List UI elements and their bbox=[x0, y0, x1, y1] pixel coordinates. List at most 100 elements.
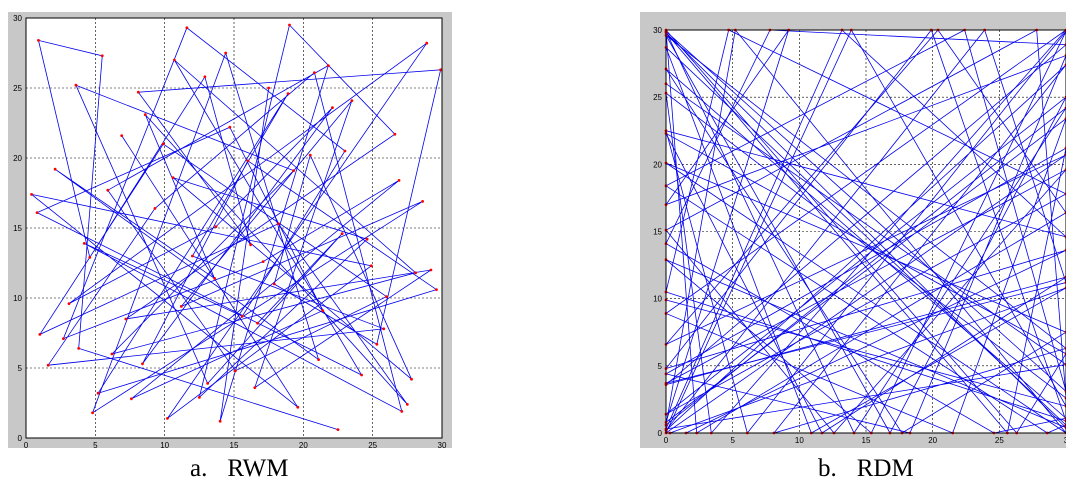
waypoint-dot bbox=[393, 132, 397, 136]
waypoint-dot bbox=[179, 305, 183, 308]
chart-panel-rdm: 05101520253051015202530 bbox=[640, 12, 1066, 448]
waypoint-dot bbox=[172, 58, 176, 62]
waypoint-dot bbox=[77, 347, 81, 350]
waypoint-dot bbox=[120, 134, 124, 137]
y-tick-label: 10 bbox=[13, 294, 22, 303]
waypoint-dot bbox=[246, 159, 250, 163]
waypoint-dot bbox=[261, 260, 265, 263]
waypoint-dot bbox=[425, 41, 429, 45]
waypoint-dot bbox=[405, 403, 409, 406]
waypoint-dot bbox=[143, 113, 147, 116]
chart-rwm: 0 5 10 15 20 25 30 0 5 10 15 20 25 30 bbox=[13, 14, 447, 450]
waypoint-dot bbox=[124, 317, 128, 321]
y-tick-label: 5 bbox=[658, 362, 663, 371]
x-tick-label: 3 bbox=[1064, 436, 1066, 445]
x-tick-label: 0 bbox=[24, 441, 29, 450]
chart-rdm: 05101520253051015202530 bbox=[653, 26, 1066, 445]
waypoint-dot bbox=[292, 169, 296, 173]
waypoint-dot bbox=[288, 23, 291, 27]
waypoint-dot bbox=[421, 200, 424, 203]
waypoint-dot bbox=[308, 153, 312, 157]
waypoint-dot bbox=[400, 410, 404, 413]
waypoint-dot bbox=[360, 373, 363, 377]
waypoint-dot bbox=[30, 193, 33, 196]
trajectory-line bbox=[664, 29, 1066, 434]
waypoint-dot bbox=[38, 333, 42, 336]
waypoint-dot bbox=[129, 397, 133, 401]
waypoint-dot bbox=[224, 51, 228, 55]
y-tick-label: 5 bbox=[18, 364, 23, 373]
waypoint-dot bbox=[203, 75, 207, 79]
x-tick-label: 30 bbox=[438, 441, 447, 450]
x-tick-label: 10 bbox=[795, 436, 804, 445]
waypoint-dot bbox=[340, 232, 344, 236]
x-tick-label: 20 bbox=[928, 436, 937, 445]
waypoint-dot bbox=[429, 268, 433, 272]
y-tick-label: 15 bbox=[13, 224, 22, 233]
caption-text: RWM bbox=[227, 455, 289, 482]
waypoint-dot bbox=[336, 428, 340, 431]
waypoint-dot bbox=[321, 309, 325, 312]
waypoint-dot bbox=[249, 243, 253, 247]
waypoint-dot bbox=[53, 167, 57, 171]
waypoint-dot bbox=[100, 54, 104, 58]
x-tick-label: 25 bbox=[368, 441, 377, 450]
waypoint-dot bbox=[228, 125, 232, 129]
waypoint-dot bbox=[439, 68, 443, 72]
waypoint-dot bbox=[37, 39, 40, 42]
waypoint-dot bbox=[256, 321, 259, 325]
waypoint-dot bbox=[96, 391, 100, 395]
waypoint-dot bbox=[375, 342, 379, 346]
waypoint-dot bbox=[397, 179, 401, 182]
waypoint-dot bbox=[272, 282, 276, 286]
waypoint-dot bbox=[350, 99, 354, 102]
waypoint-dot bbox=[191, 254, 194, 258]
y-tick-label: 0 bbox=[18, 434, 23, 443]
waypoint-dot bbox=[331, 106, 334, 109]
waypoint-dot bbox=[185, 26, 189, 30]
caption-letter: a. bbox=[190, 455, 208, 482]
waypoint-dot bbox=[110, 352, 114, 356]
caption-rwm: a. RWM bbox=[190, 455, 288, 483]
y-tick-label: 30 bbox=[13, 14, 22, 23]
y-tick-label: 10 bbox=[653, 295, 662, 304]
y-tick-label: 15 bbox=[653, 228, 662, 237]
waypoint-dot bbox=[343, 149, 347, 153]
x-tick-label: 20 bbox=[299, 441, 308, 450]
x-tick-label: 25 bbox=[995, 436, 1004, 445]
y-tick-label: 20 bbox=[653, 160, 662, 169]
x-tick-label: 5 bbox=[730, 436, 735, 445]
waypoint-dot bbox=[410, 377, 413, 381]
waypoint-dot bbox=[171, 176, 175, 180]
waypoint-dot bbox=[214, 225, 218, 229]
waypoint-dot bbox=[286, 92, 290, 95]
waypoint-dot bbox=[313, 71, 316, 74]
waypoint-dot bbox=[67, 302, 71, 305]
caption-text: RDM bbox=[856, 455, 914, 482]
trajectory-line bbox=[37, 24, 442, 430]
waypoint-dot bbox=[161, 142, 165, 146]
trajectory-line bbox=[31, 27, 438, 419]
caption-letter: b. bbox=[818, 455, 837, 482]
plot-frame bbox=[665, 29, 1066, 434]
x-tick-label: 15 bbox=[230, 441, 239, 450]
waypoint-dot bbox=[46, 363, 50, 367]
waypoint-dot bbox=[365, 237, 369, 241]
waypoint-dot bbox=[435, 288, 438, 291]
y-tick-label: 30 bbox=[653, 26, 662, 35]
waypoint-dot bbox=[62, 337, 65, 340]
waypoint-dot bbox=[141, 362, 144, 366]
waypoint-dot bbox=[317, 358, 320, 361]
waypoint-dot bbox=[35, 211, 39, 215]
caption-rdm: b. RDM bbox=[818, 455, 914, 483]
waypoint-dot bbox=[326, 64, 330, 67]
waypoint-dot bbox=[106, 188, 110, 192]
waypoint-dot bbox=[166, 417, 169, 420]
waypoint-dot bbox=[136, 90, 140, 94]
x-tick-label: 10 bbox=[160, 441, 169, 450]
waypoint-dot bbox=[382, 327, 386, 331]
waypoint-dot bbox=[213, 277, 216, 280]
y-tick-label: 25 bbox=[13, 84, 22, 93]
x-tick-label: 15 bbox=[862, 436, 871, 445]
waypoint-dot bbox=[414, 271, 418, 275]
